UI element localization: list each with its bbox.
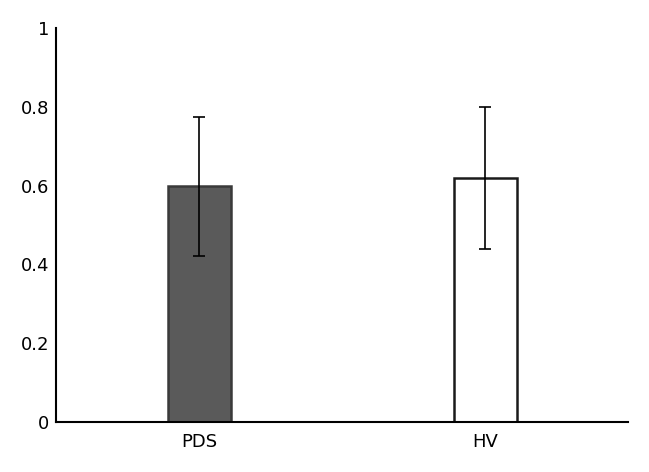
Bar [168, 185, 230, 422]
Bar [454, 177, 517, 422]
